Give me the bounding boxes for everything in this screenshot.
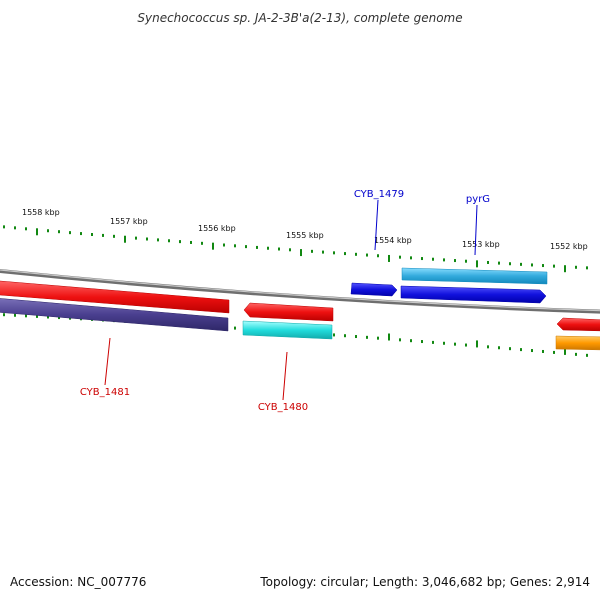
ruler-labels: 1558 kbp 1557 kbp 1556 kbp 1555 kbp 1554… <box>22 208 588 251</box>
gene-navy-bar[interactable] <box>0 298 229 332</box>
gene-cyb1481-arrow[interactable] <box>0 280 230 314</box>
gene-label-cyb1479[interactable]: CYB_1479 <box>354 189 404 200</box>
gene-cyb1480-arrow[interactable] <box>243 302 334 322</box>
ruler-label-1558: 1558 kbp <box>22 208 60 217</box>
ruler-label-1556: 1556 kbp <box>198 224 236 233</box>
gene-label-cyb1480[interactable]: CYB_1480 <box>258 402 308 413</box>
ruler-label-1554: 1554 kbp <box>374 236 412 245</box>
gene-label-pyrg[interactable]: pyrG <box>466 194 490 205</box>
gene-cyan-bar[interactable] <box>242 320 333 340</box>
ruler-top-ticks <box>3 225 588 273</box>
gene-red-right-arrow[interactable] <box>556 317 600 332</box>
genome-backbone-highlight <box>0 269 600 312</box>
map-title: Synechococcus sp. JA-2-3B'a(2-13), compl… <box>137 11 462 25</box>
genome-summary-text: Topology: circular; Length: 3,046,682 bp… <box>259 575 590 589</box>
leader-pyrg <box>474 204 478 256</box>
genome-backbone <box>0 269 600 314</box>
gene-label-cyb1481[interactable]: CYB_1481 <box>80 387 130 398</box>
ruler-label-1553: 1553 kbp <box>462 240 500 249</box>
accession-text: Accession: NC_007776 <box>10 575 146 589</box>
ruler-label-1555: 1555 kbp <box>286 231 324 240</box>
leader-cyb1479 <box>374 199 379 251</box>
leader-cyb1480 <box>282 351 288 401</box>
leader-cyb1481 <box>104 337 111 386</box>
ruler-label-1552: 1552 kbp <box>550 242 588 251</box>
gene-cyb1479-arrow[interactable] <box>350 282 398 297</box>
gene-skyblue-arrow[interactable] <box>401 267 548 285</box>
gene-orange-bar[interactable] <box>555 335 600 351</box>
ruler-label-1557: 1557 kbp <box>110 217 148 226</box>
gene-pyrg-arrow[interactable] <box>400 285 547 304</box>
